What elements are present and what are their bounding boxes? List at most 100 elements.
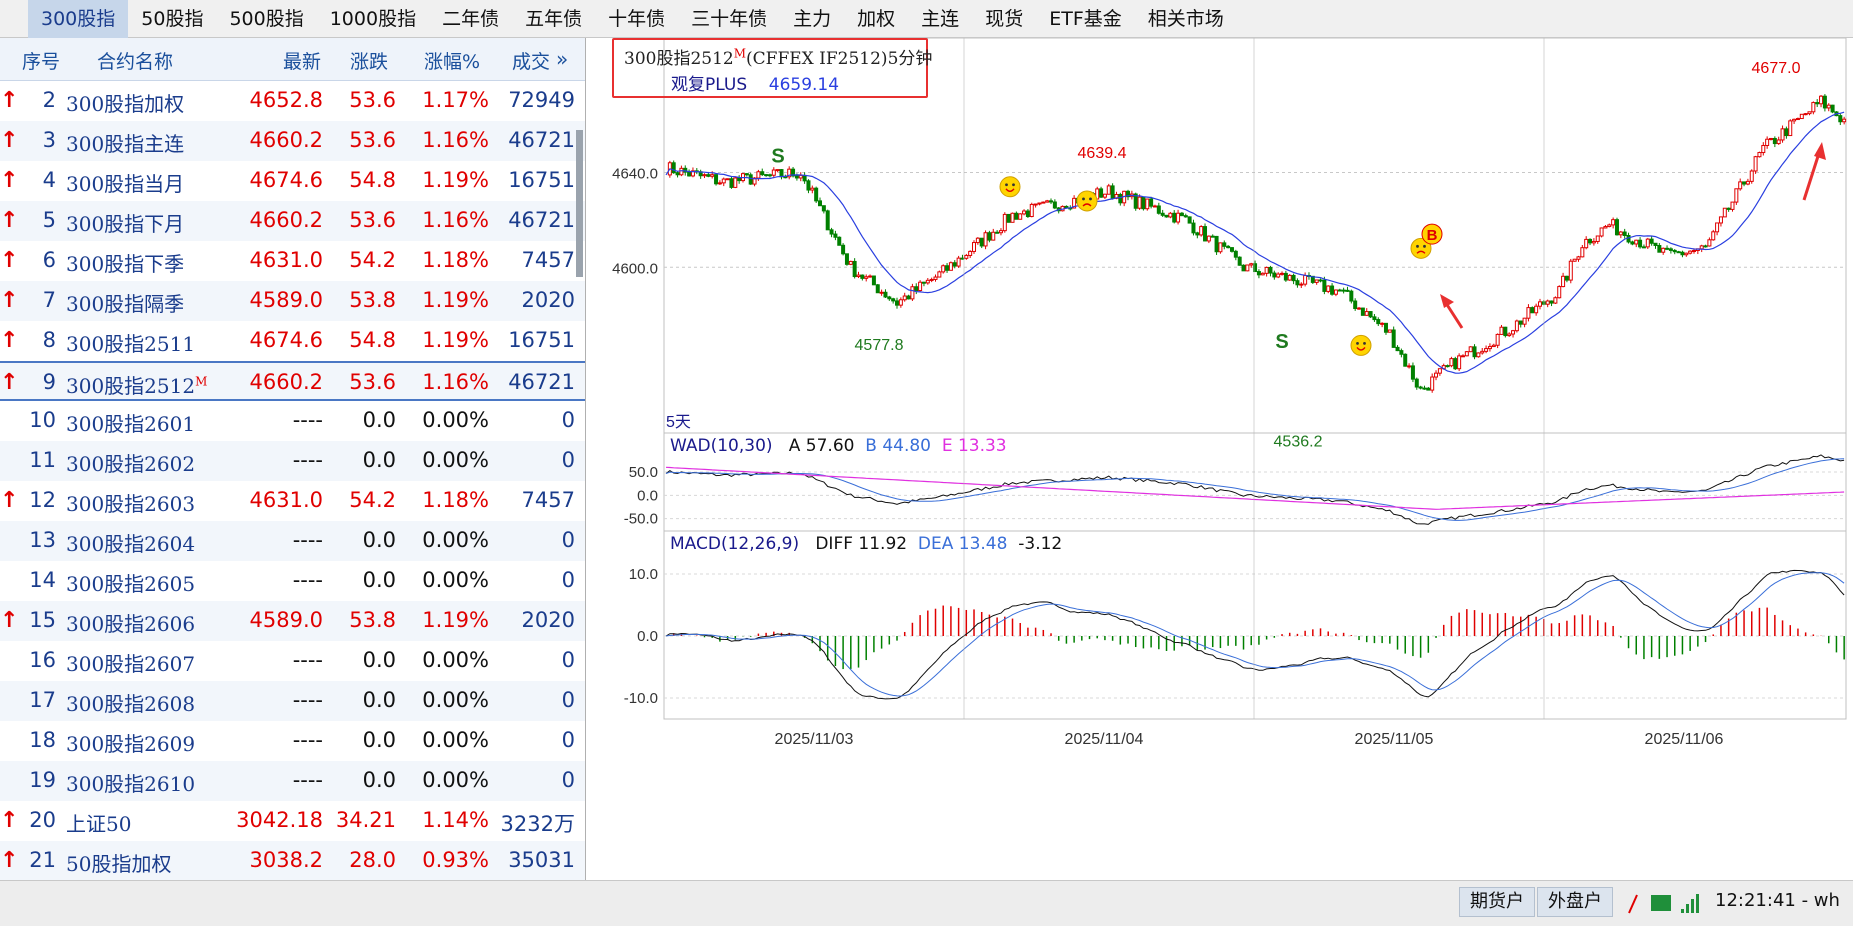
table-row[interactable]: ↑ 6 300股指下季 4631.0 54.2 1.18% 7457 [0,241,585,281]
tab-12[interactable]: ETF基金 [1049,7,1122,30]
futures-account-button[interactable]: 期货户 [1459,887,1535,917]
candle-body [871,275,876,286]
header-vol[interactable]: 成交 [512,51,551,73]
candle-body [1022,210,1027,215]
tab-10[interactable]: 主连 [921,7,960,30]
candle-body [1768,137,1773,140]
row-last: 3042.18 [236,808,323,832]
expand-columns-button[interactable]: » [556,47,569,71]
candle-body [1707,239,1712,247]
candle-body [1491,344,1496,348]
wad-a: A 57.60 [788,436,855,456]
tab-8[interactable]: 主力 [793,7,832,30]
wad-b-line [665,458,1845,521]
wad-tick-label: -50.0 [624,511,658,528]
table-row[interactable]: ↑ 8 300股指2511 4674.6 54.8 1.19% 16751 [0,321,585,361]
candle-body [1179,212,1184,217]
candle-body [1237,256,1242,266]
list-scrollbar[interactable] [576,130,583,277]
macd-diff-line [665,569,1845,700]
macd-panel-frame [663,530,1847,720]
buy-smiley-icon [999,176,1021,198]
table-row[interactable]: 19 300股指2610 ---- 0.0 0.00% 0 [0,761,585,801]
tab-13[interactable]: 相关市场 [1147,7,1224,30]
candle-body [1803,113,1808,116]
table-row[interactable]: 10 300股指2601 ---- 0.0 0.00% 0 [0,401,585,441]
candle-body [1684,252,1689,256]
candle-body [1176,212,1181,223]
chart-title-suffix: (CFFEX IF2512)5分钟 [746,49,933,69]
candle-body [806,180,811,191]
candle-body [987,232,992,241]
row-pct: 0.00% [422,568,489,592]
tab-4[interactable]: 二年债 [442,7,500,30]
title-highlight-box [612,38,928,98]
tab-7[interactable]: 三十年债 [691,7,768,30]
candle-body [1268,266,1273,274]
candle-body [1507,333,1512,337]
header-pct[interactable]: 涨幅% [424,51,481,73]
header-name[interactable]: 合约名称 [97,51,174,73]
table-row[interactable]: ↑ 15 300股指2606 4589.0 53.8 1.19% 2020 [0,601,585,641]
candle-body [860,274,865,279]
row-name: 300股指主连 [66,128,184,157]
candle-body [837,236,842,246]
candle-body [948,262,953,271]
header-chg[interactable]: 涨跌 [350,51,389,73]
table-row[interactable]: ↑ 9 300股指2512M 4660.2 53.6 1.16% 46721 [0,361,585,401]
chart-canvas[interactable]: 4640.0 4600.0 5天 4639.4 4677.0 4577.8 4536.2 S S… [588,38,1853,880]
tab-9[interactable]: 加权 [857,7,896,30]
sell-smiley-icon-mouth [1082,203,1092,207]
candle-body [1337,289,1342,292]
table-row[interactable]: ↑ 20 上证50 3042.18 34.21 1.14% 3232万 [0,801,585,841]
status-bar: 期货户 外盘户 12:21:41 - wh [0,880,1853,926]
row-pct: 0.93% [422,848,489,872]
tab-6[interactable]: 十年债 [608,7,666,30]
table-row[interactable]: 16 300股指2607 ---- 0.0 0.00% 0 [0,641,585,681]
row-vol: 46721 [508,128,575,152]
sell-smiley-icon-2-mouth [1416,250,1426,254]
table-row[interactable]: 11 300股指2602 ---- 0.0 0.00% 0 [0,441,585,481]
red-arrow-1-head [1440,294,1454,308]
macd-diff: DIFF 11.92 [815,534,908,554]
candle-body [1106,185,1111,195]
tab-11[interactable]: 现货 [985,7,1024,30]
table-row[interactable]: 13 300股指2604 ---- 0.0 0.00% 0 [0,521,585,561]
up-arrow-icon: ↑ [0,168,19,193]
header-no[interactable]: 序号 [22,51,61,73]
table-row[interactable]: ↑ 3 300股指主连 4660.2 53.6 1.16% 46721 [0,121,585,161]
table-row[interactable]: ↑ 21 50股指加权 3038.2 28.0 0.93% 35031 [0,841,585,880]
table-row[interactable]: ↑ 2 300股指加权 4652.8 53.6 1.17% 72949 [0,81,585,121]
table-row[interactable]: 17 300股指2608 ---- 0.0 0.00% 0 [0,681,585,721]
tab-3[interactable]: 1000股指 [329,7,417,30]
kline-chart[interactable]: 4640.0 4600.0 5天 4639.4 4677.0 4577.8 4536.2 S S… [588,38,1853,880]
row-name-text: 300股指2602 [66,452,196,476]
candle-body [918,281,923,292]
header-last[interactable]: 最新 [283,51,322,73]
table-row[interactable]: 14 300股指2605 ---- 0.0 0.00% 0 [0,561,585,601]
candle-body [995,231,1000,234]
row-pct: 1.14% [422,808,489,832]
row-no: 15 [29,608,56,632]
tab-1[interactable]: 50股指 [141,7,204,30]
table-row[interactable]: ↑ 7 300股指隔季 4589.0 53.8 1.19% 2020 [0,281,585,321]
table-row[interactable]: 18 300股指2609 ---- 0.0 0.00% 0 [0,721,585,761]
candle-body [1006,213,1011,223]
candle-body [1156,205,1161,214]
candle-body [1572,258,1577,262]
table-row[interactable]: ↑ 12 300股指2603 4631.0 54.2 1.18% 7457 [0,481,585,521]
candle-body [1487,346,1492,350]
tab-5[interactable]: 五年债 [525,7,583,30]
row-last: 4674.6 [249,328,323,352]
sell-smiley-icon [1076,190,1098,212]
foreign-account-button[interactable]: 外盘户 [1537,887,1613,917]
table-row[interactable]: ↑ 4 300股指当月 4674.6 54.8 1.19% 16751 [0,161,585,201]
row-no: 3 [42,128,56,152]
candle-body [1638,239,1643,248]
candle-body [1410,365,1415,380]
tab-0[interactable]: 300股指 [28,0,129,38]
tab-2[interactable]: 500股指 [229,7,304,30]
table-row[interactable]: ↑ 5 300股指下月 4660.2 53.6 1.16% 46721 [0,201,585,241]
sell-smiley-icon-2 [1410,237,1432,259]
candle-body [1591,240,1596,244]
